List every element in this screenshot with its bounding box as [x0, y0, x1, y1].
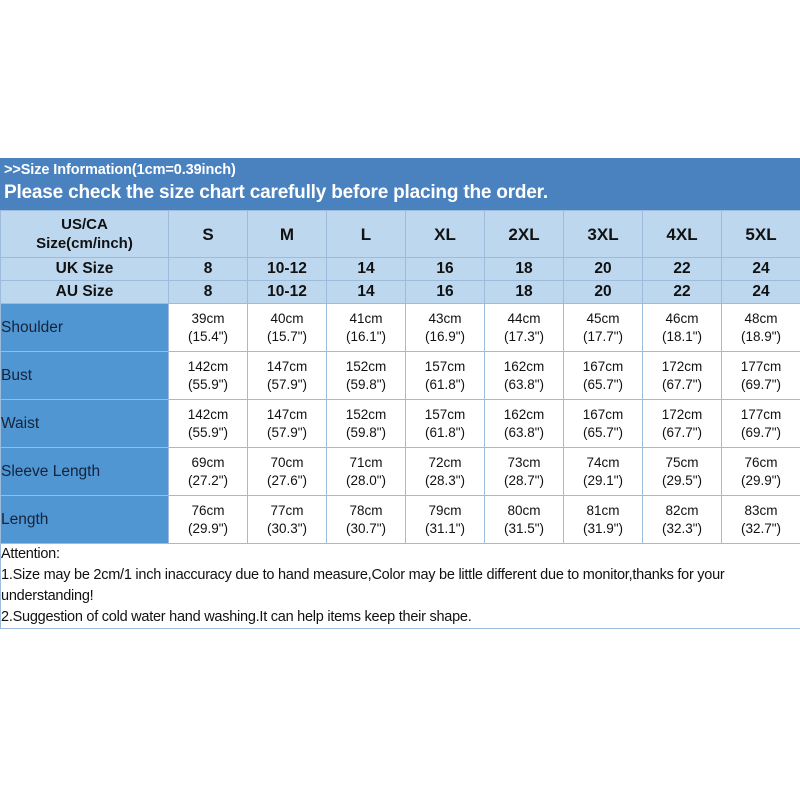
header-cell-size-5xl: 5XL: [721, 210, 800, 258]
measurement-cell: 167cm (65.7"): [563, 351, 643, 400]
measurement-cell: 162cm (63.8"): [484, 351, 564, 400]
table-row-attention: Attention: 1.Size may be 2cm/1 inch inac…: [0, 543, 800, 629]
measurement-cell: 157cm (61.8"): [405, 351, 485, 400]
measurement-cell: 82cm (32.3"): [642, 495, 722, 544]
measurement-cell: 48cm (18.9"): [721, 303, 800, 352]
au-size-value: 14: [326, 280, 406, 304]
measurement-cell: 157cm (61.8"): [405, 399, 485, 448]
header-cell-size-xl: XL: [405, 210, 485, 258]
row-label-waist: Waist: [0, 399, 169, 448]
measurement-cell: 152cm (59.8"): [326, 399, 406, 448]
au-size-value: 10-12: [247, 280, 327, 304]
header-cell-size-m: M: [247, 210, 327, 258]
au-size-value: 8: [168, 280, 248, 304]
attention-heading: Attention:: [1, 546, 60, 562]
measurement-cell: 79cm (31.1"): [405, 495, 485, 544]
measurement-cell: 167cm (65.7"): [563, 399, 643, 448]
attention-block: Attention: 1.Size may be 2cm/1 inch inac…: [0, 543, 800, 629]
size-information-title: >>Size Information(1cm=0.39inch): [4, 162, 236, 178]
measurement-cell: 78cm (30.7"): [326, 495, 406, 544]
au-size-value: 24: [721, 280, 800, 304]
table-row: Waist 142cm (55.9") 147cm (57.9") 152cm …: [0, 399, 800, 448]
measurement-cell: 74cm (29.1"): [563, 447, 643, 496]
measurement-cell: 43cm (16.9"): [405, 303, 485, 352]
uk-size-value: 16: [405, 257, 485, 281]
measurement-cell: 75cm (29.5"): [642, 447, 722, 496]
uk-size-value: 18: [484, 257, 564, 281]
row-label-uk-size: UK Size: [0, 257, 169, 281]
attention-note-2: 2.Suggestion of cold water hand washing.…: [1, 609, 472, 625]
uk-size-value: 24: [721, 257, 800, 281]
measurement-cell: 147cm (57.9"): [247, 399, 327, 448]
table-row: Bust 142cm (55.9") 147cm (57.9") 152cm (…: [0, 351, 800, 400]
table-row: Sleeve Length 69cm (27.2") 70cm (27.6") …: [0, 447, 800, 496]
au-size-value: 18: [484, 280, 564, 304]
table-row-uk-size: UK Size 8 10-12 14 16 18 20 22 24: [0, 257, 800, 281]
size-chart: >>Size Information(1cm=0.39inch) Please …: [0, 158, 800, 629]
au-size-value: 22: [642, 280, 722, 304]
measurement-cell: 70cm (27.6"): [247, 447, 327, 496]
measurement-cell: 45cm (17.7"): [563, 303, 643, 352]
table-row: Shoulder 39cm (15.4") 40cm (15.7") 41cm …: [0, 303, 800, 352]
measurement-cell: 76cm (29.9"): [721, 447, 800, 496]
measurement-cell: 142cm (55.9"): [168, 351, 248, 400]
header-cell-size-3xl: 3XL: [563, 210, 643, 258]
measurement-cell: 41cm (16.1"): [326, 303, 406, 352]
row-label-length: Length: [0, 495, 169, 544]
uk-size-value: 10-12: [247, 257, 327, 281]
measurement-cell: 81cm (31.9"): [563, 495, 643, 544]
measurement-cell: 162cm (63.8"): [484, 399, 564, 448]
measurement-cell: 147cm (57.9"): [247, 351, 327, 400]
header-cell-size-l: L: [326, 210, 406, 258]
measurement-cell: 80cm (31.5"): [484, 495, 564, 544]
header-title-line2: Size(cm/inch): [36, 235, 133, 252]
measurement-cell: 46cm (18.1"): [642, 303, 722, 352]
header-cell-uscasize: US/CA Size(cm/inch): [0, 210, 169, 258]
measurement-cell: 76cm (29.9"): [168, 495, 248, 544]
measurement-cell: 40cm (15.7"): [247, 303, 327, 352]
measurement-cell: 152cm (59.8"): [326, 351, 406, 400]
header-cell-size-s: S: [168, 210, 248, 258]
size-information-banner: >>Size Information(1cm=0.39inch) Please …: [0, 158, 800, 210]
size-chart-table: US/CA Size(cm/inch) S M L XL 2XL 3XL 4XL…: [0, 210, 800, 629]
measurement-cell: 77cm (30.3"): [247, 495, 327, 544]
table-row: Length 76cm (29.9") 77cm (30.3") 78cm (3…: [0, 495, 800, 544]
uk-size-value: 14: [326, 257, 406, 281]
header-title-line1: US/CA: [61, 216, 108, 233]
measurement-cell: 72cm (28.3"): [405, 447, 485, 496]
au-size-value: 20: [563, 280, 643, 304]
uk-size-value: 8: [168, 257, 248, 281]
measurement-cell: 142cm (55.9"): [168, 399, 248, 448]
measurement-cell: 177cm (69.7"): [721, 399, 800, 448]
measurement-cell: 172cm (67.7"): [642, 399, 722, 448]
measurement-cell: 44cm (17.3"): [484, 303, 564, 352]
row-label-bust: Bust: [0, 351, 169, 400]
measurement-cell: 71cm (28.0"): [326, 447, 406, 496]
header-cell-size-2xl: 2XL: [484, 210, 564, 258]
table-row-au-size: AU Size 8 10-12 14 16 18 20 22 24: [0, 280, 800, 304]
uk-size-value: 20: [563, 257, 643, 281]
measurement-cell: 73cm (28.7"): [484, 447, 564, 496]
row-label-shoulder: Shoulder: [0, 303, 169, 352]
measurement-cell: 172cm (67.7"): [642, 351, 722, 400]
measurement-cell: 69cm (27.2"): [168, 447, 248, 496]
row-label-au-size: AU Size: [0, 280, 169, 304]
measurement-cell: 177cm (69.7"): [721, 351, 800, 400]
header-cell-size-4xl: 4XL: [642, 210, 722, 258]
measurement-cell: 39cm (15.4"): [168, 303, 248, 352]
table-header-row-sizes: US/CA Size(cm/inch) S M L XL 2XL 3XL 4XL…: [0, 210, 800, 258]
row-label-sleeve-length: Sleeve Length: [0, 447, 169, 496]
au-size-value: 16: [405, 280, 485, 304]
size-chart-notice: Please check the size chart carefully be…: [4, 182, 548, 203]
attention-note-1: 1.Size may be 2cm/1 inch inaccuracy due …: [1, 567, 725, 604]
uk-size-value: 22: [642, 257, 722, 281]
measurement-cell: 83cm (32.7"): [721, 495, 800, 544]
